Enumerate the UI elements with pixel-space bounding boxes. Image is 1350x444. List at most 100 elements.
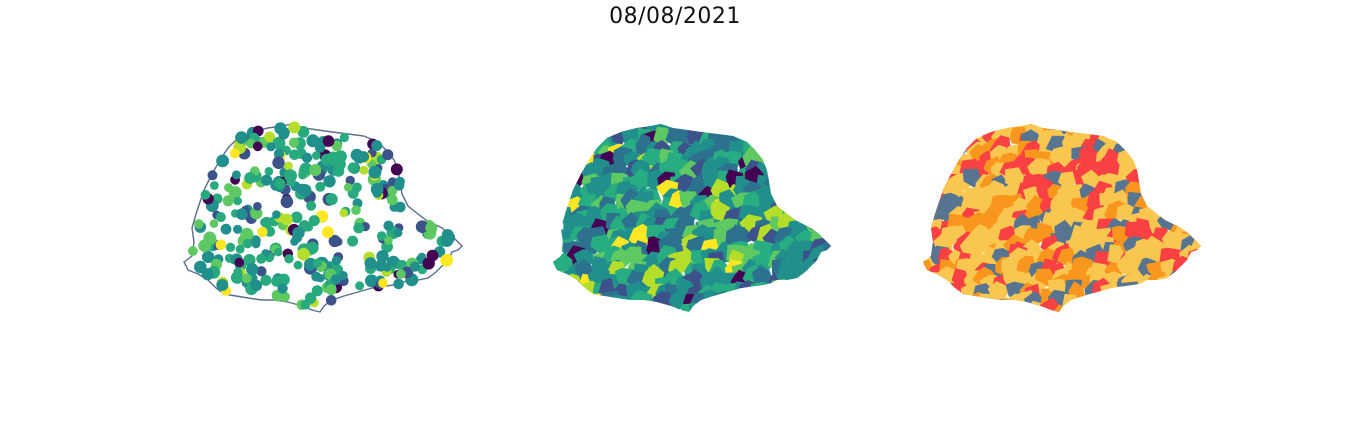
figure-title: 08/08/2021 [609,4,741,29]
station-point [244,172,256,184]
municipality-area [967,236,989,257]
station-point [331,140,343,152]
station-point [309,164,322,177]
municipality-area [807,141,828,163]
municipality-area [1185,163,1201,186]
municipality-area [962,305,987,312]
municipality-area [564,290,584,312]
municipality-area [805,274,831,295]
station-point [233,267,243,278]
municipality-area [1184,205,1201,229]
municipality-area [825,258,831,280]
municipality-area [591,303,614,312]
municipality-area [968,307,989,312]
municipality-area [923,150,939,173]
municipality-area [819,189,831,214]
municipality-area [1191,256,1201,275]
points-map [183,121,463,313]
municipality-area [760,124,785,134]
municipality-area [702,124,724,125]
station-point [234,257,245,268]
municipality-area [911,307,922,327]
municipality-area [923,244,926,261]
municipality-area [553,128,559,152]
station-point [231,170,241,180]
station-point [222,195,234,207]
station-point [347,162,359,174]
municipality-area [1150,191,1171,214]
municipality-area [1050,110,1070,123]
municipality-area [1178,273,1199,295]
station-point [260,174,273,186]
station-point [260,274,272,286]
municipality-area [541,182,552,204]
station-point [283,161,293,171]
municipality-area [946,124,969,134]
municipality-area [553,285,570,309]
municipality-area [823,216,831,238]
municipality-area [1181,126,1201,147]
station-point [301,152,313,163]
municipality-area [608,294,630,312]
municipality-area [733,301,752,312]
station-point [290,211,303,224]
municipality-area [587,124,609,130]
municipality-area [1099,291,1123,309]
municipality-area [923,266,930,287]
municipality-area [768,128,791,149]
municipality-area [1158,124,1182,134]
municipality-area [1156,129,1179,152]
municipality-area [1119,124,1141,147]
municipality-area [615,110,634,124]
municipality-area [971,124,992,136]
station-point [266,142,276,152]
municipality-area [778,172,801,193]
municipality-area [1097,124,1116,138]
map-panel-classes [911,110,1211,330]
station-point [394,201,406,213]
municipality-area [798,141,819,164]
municipality-area [815,183,831,204]
station-point [364,257,377,270]
municipality-area [978,110,1001,124]
municipality-area [927,278,946,299]
municipality-area [553,228,559,250]
municipality-area [778,178,799,200]
municipality-area [817,163,831,187]
municipality-area [923,281,925,303]
municipality-area [778,152,797,172]
municipality-area [1000,124,1021,129]
municipality-area [1144,124,1167,130]
municipality-area [730,224,752,244]
station-point [396,269,406,279]
municipality-area [553,212,562,237]
municipality-area [709,306,728,312]
municipality-area [725,292,748,312]
municipality-area [923,153,926,170]
station-point [443,231,456,244]
station-point [201,268,214,281]
municipality-area [1190,211,1201,233]
municipality-area [923,288,929,311]
station-point [229,148,240,159]
municipality-area [784,196,805,218]
municipality-area [1067,124,1090,126]
municipality-area [923,187,936,209]
municipality-area [1181,153,1201,174]
station-point [235,131,248,144]
municipality-area [1154,150,1174,175]
municipality-area [553,128,569,151]
municipality-area [553,146,574,166]
municipality-area [689,303,709,312]
municipality-area [826,291,831,312]
municipality-area [821,124,831,128]
municipality-area [1154,124,1177,126]
station-point [274,248,283,257]
municipality-area [1190,277,1201,302]
station-point [272,156,285,169]
municipality-area [825,266,831,291]
station-point [215,212,226,223]
station-point [382,263,392,272]
municipality-area [1169,284,1194,304]
municipality-area [1192,127,1201,149]
